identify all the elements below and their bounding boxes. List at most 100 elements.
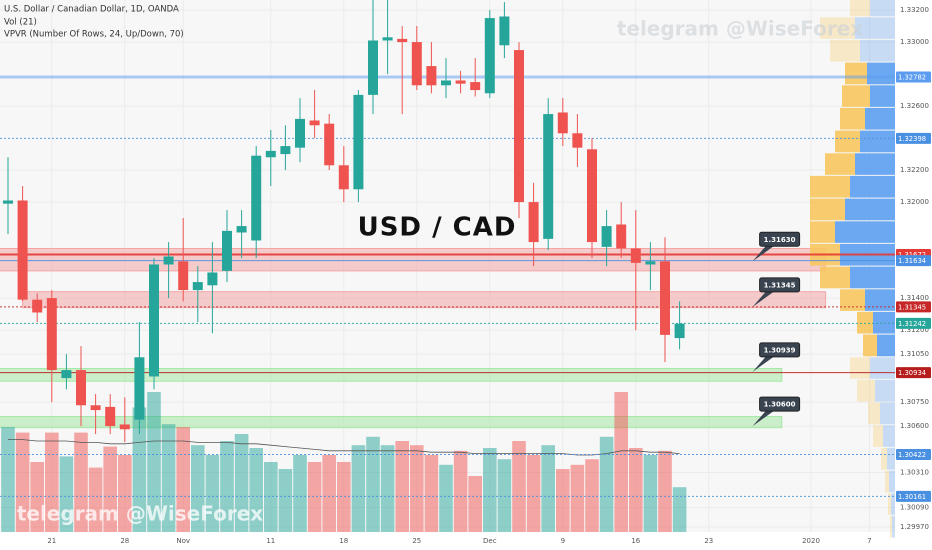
volume-bar (249, 448, 263, 532)
vpvr-down (857, 311, 873, 334)
candle-body (280, 146, 291, 155)
candle-body (455, 80, 466, 84)
callout-pointer (752, 291, 774, 307)
candle-body (587, 149, 597, 243)
callout-label: 1.30939 (764, 346, 796, 354)
volume-bar (483, 448, 497, 532)
x-tick-label: 9 (561, 537, 565, 545)
volume-ma-line (8, 439, 680, 456)
volume-bar (278, 469, 293, 532)
candle-body (441, 80, 451, 86)
volume-bar (191, 445, 205, 532)
zone (22, 291, 827, 309)
vpvr-down (873, 425, 883, 447)
vpvr-up (850, 175, 895, 198)
indicator-label: VPVR (Number Of Rows, 24, Up/Down, 70) (4, 30, 184, 40)
volume-bar (351, 445, 366, 532)
candle-body (382, 37, 393, 41)
candle-body (470, 82, 481, 91)
callout-pointer (752, 246, 774, 262)
callout-box (759, 277, 801, 293)
volume-bar (176, 427, 190, 532)
x-tick-label: 25 (412, 537, 421, 545)
vpvr-down (820, 17, 855, 39)
x-tick-label: 11 (266, 537, 275, 545)
y-tick-label: 1.30600 (900, 422, 929, 430)
volume-bar (45, 432, 59, 532)
volume-bar (672, 487, 687, 532)
candle-body (324, 123, 335, 166)
candle-body (105, 406, 116, 427)
candle-body (251, 155, 262, 241)
price-badge-label: 1.31242 (898, 320, 926, 328)
x-tick-label: Nov (176, 537, 190, 545)
candle-body (616, 224, 627, 249)
candle-body (484, 18, 495, 94)
volume-bar (395, 441, 409, 532)
x-tick-label: 28 (120, 537, 129, 545)
candle-body (17, 200, 28, 300)
vpvr-up (873, 311, 895, 334)
volume-bar (220, 441, 234, 532)
x-tick-label: 18 (339, 537, 348, 545)
vpvr-down (850, 0, 870, 17)
volume-bar (526, 455, 541, 532)
volume-bar (366, 436, 380, 532)
candle-body (674, 323, 685, 339)
callout-pointer (752, 411, 774, 427)
candle-body (630, 248, 641, 263)
x-tick-label: 21 (47, 537, 56, 545)
candle-body (119, 424, 130, 430)
price-badge-label: 1.30934 (898, 369, 926, 377)
price-badge-label: 1.32398 (898, 135, 926, 143)
candle-body (178, 261, 189, 291)
candle-body (514, 50, 524, 203)
volume-bar (205, 455, 220, 532)
candle-body (601, 226, 612, 247)
volume-bar (468, 476, 482, 532)
candle-body (61, 370, 72, 379)
vpvr-down (825, 153, 855, 175)
vpvr-up (860, 39, 895, 62)
vpvr-down (810, 221, 835, 243)
vpvr-up (892, 515, 895, 538)
vpvr-down (845, 62, 867, 85)
indicator-label: Vol (21) (4, 18, 37, 28)
chart-annotation: USD / CAD (358, 213, 517, 243)
price-badge-label: 1.32782 (898, 73, 926, 81)
vpvr-down (890, 515, 892, 538)
zone (0, 415, 783, 429)
volume-bar (439, 464, 453, 532)
x-tick-label: 23 (704, 537, 713, 545)
volume-bar (570, 464, 585, 532)
vpvr-up (889, 470, 895, 493)
vpvr-up (855, 153, 895, 175)
x-tick-label: 16 (631, 537, 640, 545)
zone (0, 367, 783, 382)
candle-body (222, 230, 232, 271)
vpvr-down (863, 334, 877, 357)
callout-box (759, 231, 801, 247)
vpvr-down (840, 107, 865, 130)
volume-bar (658, 450, 672, 532)
x-tick-label: 7 (867, 537, 871, 545)
callout-label: 1.31630 (764, 236, 796, 244)
candle-body (32, 299, 43, 313)
time-axis-background (0, 532, 895, 550)
volume-bar (322, 455, 336, 532)
candle-body (236, 226, 247, 233)
x-tick-label: 2020 (802, 537, 820, 545)
price-badge-label: 1.31672 (898, 251, 926, 259)
volume-bar (59, 456, 74, 532)
candle-body (368, 40, 378, 95)
candle-body (645, 261, 656, 265)
volume-bar (614, 392, 628, 532)
candle-body (149, 264, 159, 377)
vpvr-down (810, 198, 845, 221)
volume-bar (1, 427, 15, 532)
volume-bar (30, 462, 44, 532)
vpvr-up (855, 17, 895, 39)
y-tick-label: 1.32600 (900, 102, 929, 110)
vpvr-up (870, 357, 895, 379)
